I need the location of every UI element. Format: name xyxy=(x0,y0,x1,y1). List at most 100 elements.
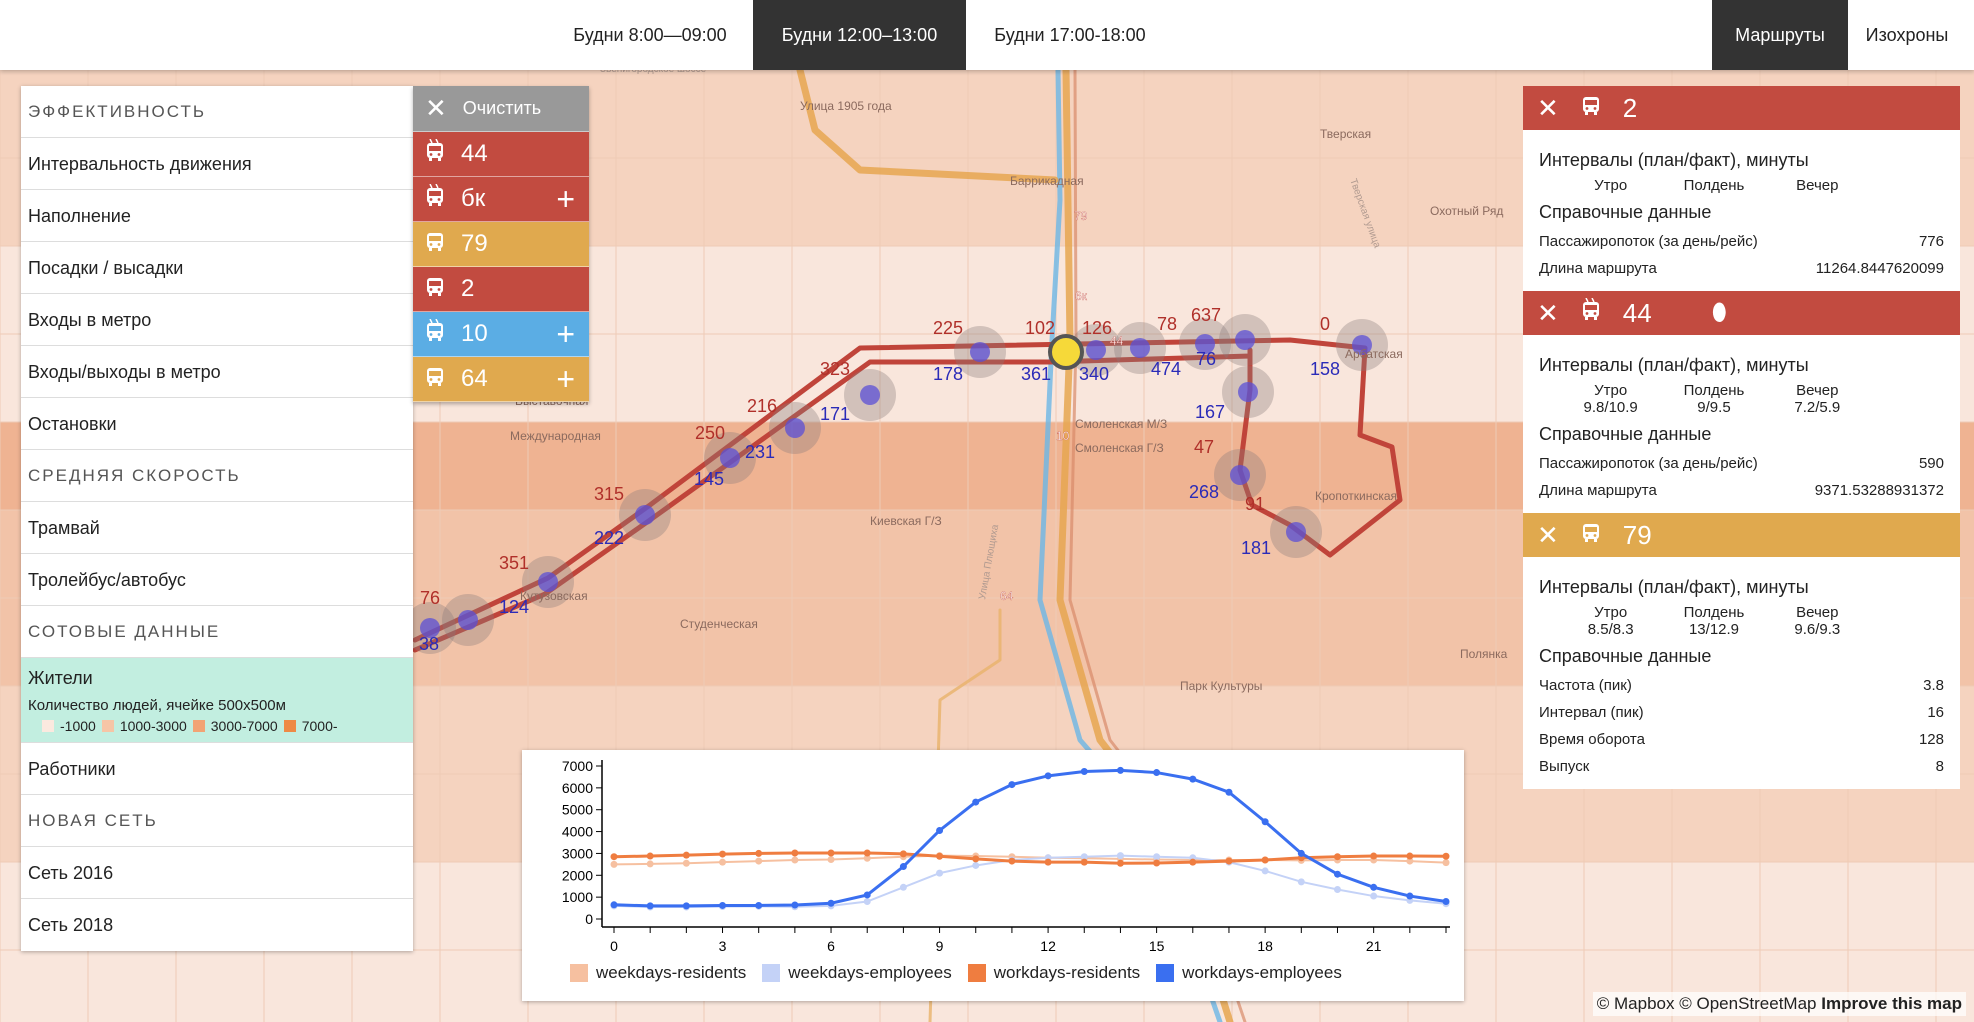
tab-noon[interactable]: Будни 12:00–13:00 xyxy=(753,0,966,70)
layer-interval[interactable]: Интервальность движения xyxy=(21,138,413,190)
route-shape-icon[interactable]: ⬮ xyxy=(1711,299,1727,326)
stop-marker[interactable] xyxy=(1238,382,1258,402)
data-point-workdays-employees[interactable] xyxy=(610,901,618,909)
data-point-workdays-residents[interactable] xyxy=(791,849,799,857)
legend-item[interactable]: weekdays-employees xyxy=(762,963,952,983)
layer-boardings[interactable]: Посадки / высадки xyxy=(21,242,413,294)
data-point-workdays-residents[interactable] xyxy=(899,850,907,858)
stop-marker[interactable] xyxy=(1235,330,1255,350)
data-point-weekdays-employees[interactable] xyxy=(899,883,907,891)
data-point-workdays-employees[interactable] xyxy=(1406,892,1414,900)
mode-isochrones[interactable]: Изохроны xyxy=(1865,25,1949,45)
clear-routes-button[interactable]: ✕ Очистить xyxy=(413,86,589,132)
route-button-44[interactable]: 44 xyxy=(413,132,589,177)
mapbox-link[interactable]: © Mapbox xyxy=(1596,994,1675,1013)
data-point-workdays-residents[interactable] xyxy=(755,849,763,857)
data-point-workdays-residents[interactable] xyxy=(863,849,871,857)
data-point-weekdays-residents[interactable] xyxy=(646,860,654,868)
data-point-workdays-residents[interactable] xyxy=(1370,852,1378,860)
data-point-workdays-employees[interactable] xyxy=(1116,766,1124,774)
data-point-workdays-residents[interactable] xyxy=(1153,859,1161,867)
data-point-weekdays-employees[interactable] xyxy=(1153,853,1161,861)
data-point-workdays-employees[interactable] xyxy=(1225,788,1233,796)
data-point-workdays-employees[interactable] xyxy=(1333,870,1341,878)
tab-morning[interactable]: Будни 8:00—09:00 xyxy=(573,25,727,45)
data-point-workdays-residents[interactable] xyxy=(1189,858,1197,866)
data-point-workdays-employees[interactable] xyxy=(682,902,690,910)
mode-routes[interactable]: Маршруты xyxy=(1712,0,1848,70)
add-route-icon[interactable]: + xyxy=(556,315,575,352)
legend-item[interactable]: workdays-residents xyxy=(967,963,1140,983)
data-point-workdays-residents[interactable] xyxy=(646,852,654,860)
data-point-workdays-employees[interactable] xyxy=(863,891,871,899)
data-point-workdays-employees[interactable] xyxy=(755,901,763,909)
data-point-weekdays-residents[interactable] xyxy=(791,856,799,864)
layer-tram[interactable]: Трамвай xyxy=(21,502,413,554)
data-point-workdays-employees[interactable] xyxy=(1153,769,1161,777)
data-point-workdays-employees[interactable] xyxy=(1080,767,1088,775)
stop-marker[interactable] xyxy=(785,418,805,438)
close-card-icon[interactable]: ✕ xyxy=(1537,92,1559,123)
data-point-workdays-employees[interactable] xyxy=(1044,772,1052,780)
data-point-weekdays-employees[interactable] xyxy=(1080,853,1088,861)
data-point-weekdays-employees[interactable] xyxy=(1116,852,1124,860)
data-point-workdays-residents[interactable] xyxy=(1406,852,1414,860)
data-point-weekdays-residents[interactable] xyxy=(827,856,835,864)
data-point-workdays-residents[interactable] xyxy=(1080,858,1088,866)
data-point-workdays-residents[interactable] xyxy=(719,850,727,858)
route-button-бк[interactable]: бк + xyxy=(413,177,589,222)
stop-marker[interactable] xyxy=(720,448,740,468)
layer-employees[interactable]: Работники xyxy=(21,743,413,795)
stop-marker[interactable] xyxy=(1230,465,1250,485)
data-point-workdays-employees[interactable] xyxy=(1189,775,1197,783)
data-point-workdays-residents[interactable] xyxy=(972,855,980,863)
stop-marker[interactable] xyxy=(1086,340,1106,360)
selected-stop[interactable] xyxy=(1048,334,1084,370)
data-point-weekdays-employees[interactable] xyxy=(1333,885,1341,893)
stop-marker[interactable] xyxy=(458,610,478,630)
stop-marker[interactable] xyxy=(1195,334,1215,354)
data-point-weekdays-residents[interactable] xyxy=(719,858,727,866)
route-button-64[interactable]: 64 + xyxy=(413,357,589,402)
osm-link[interactable]: © OpenStreetMap xyxy=(1679,994,1817,1013)
route-button-2[interactable]: 2 xyxy=(413,267,589,312)
data-point-workdays-residents[interactable] xyxy=(1044,858,1052,866)
data-point-weekdays-residents[interactable] xyxy=(1442,859,1450,867)
data-point-workdays-employees[interactable] xyxy=(646,902,654,910)
close-card-icon[interactable]: ✕ xyxy=(1537,297,1559,328)
stop-marker[interactable] xyxy=(1286,522,1306,542)
layer-network-2016[interactable]: Сеть 2016 xyxy=(21,847,413,899)
data-point-weekdays-employees[interactable] xyxy=(863,898,871,906)
data-point-weekdays-employees[interactable] xyxy=(1297,878,1305,886)
data-point-workdays-residents[interactable] xyxy=(1225,857,1233,865)
tab-evening[interactable]: Будни 17:00-18:00 xyxy=(994,25,1146,45)
legend-item[interactable]: workdays-employees xyxy=(1156,963,1342,983)
data-point-workdays-employees[interactable] xyxy=(1370,883,1378,891)
data-point-workdays-employees[interactable] xyxy=(791,901,799,909)
data-point-workdays-residents[interactable] xyxy=(827,849,835,857)
data-point-workdays-residents[interactable] xyxy=(682,851,690,859)
data-point-workdays-employees[interactable] xyxy=(1297,849,1305,857)
data-point-workdays-residents[interactable] xyxy=(610,853,618,861)
data-point-workdays-residents[interactable] xyxy=(1333,853,1341,861)
stop-marker[interactable] xyxy=(970,342,990,362)
stop-marker[interactable] xyxy=(860,385,880,405)
stop-marker[interactable] xyxy=(635,505,655,525)
add-route-icon[interactable]: + xyxy=(556,360,575,397)
legend-item[interactable]: weekdays-residents xyxy=(570,963,746,983)
layer-trolleybus-bus[interactable]: Тролейбус/автобус xyxy=(21,554,413,606)
layer-metro-entries[interactable]: Входы в метро xyxy=(21,294,413,346)
data-point-workdays-employees[interactable] xyxy=(1442,898,1450,906)
data-point-workdays-residents[interactable] xyxy=(1261,856,1269,864)
stop-marker[interactable] xyxy=(538,572,558,592)
data-point-workdays-employees[interactable] xyxy=(1008,781,1016,789)
data-point-weekdays-residents[interactable] xyxy=(755,857,763,865)
data-point-workdays-employees[interactable] xyxy=(899,863,907,871)
data-point-workdays-residents[interactable] xyxy=(1116,859,1124,867)
layer-residents[interactable]: Жители Количество людей, ячейке 500x500м… xyxy=(21,658,413,743)
data-point-workdays-employees[interactable] xyxy=(1261,818,1269,826)
improve-map-link[interactable]: Improve this map xyxy=(1821,994,1962,1013)
layer-network-2018[interactable]: Сеть 2018 xyxy=(28,915,114,935)
layer-stops[interactable]: Остановки xyxy=(21,398,413,450)
route-button-79[interactable]: 79 xyxy=(413,222,589,267)
